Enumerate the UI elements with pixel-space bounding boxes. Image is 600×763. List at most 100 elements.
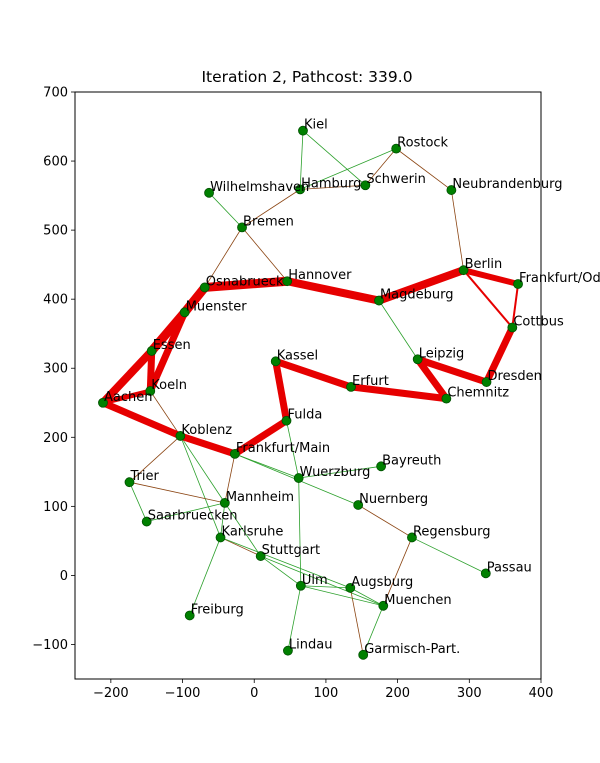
node-label-magdeburg: Magdeburg bbox=[380, 288, 454, 303]
node-chemnitz bbox=[441, 393, 452, 404]
edge-kiel-hamburg bbox=[299, 130, 304, 190]
edge-hamburg-schwerin bbox=[299, 184, 366, 190]
node-label-wuerzburg: Wuerzburg bbox=[300, 465, 371, 480]
y-axis: −100 0 100 200 300 400 500 600 700 bbox=[32, 86, 75, 653]
x-tick-label: 0 bbox=[250, 686, 258, 701]
x-tick-label: 300 bbox=[457, 686, 482, 701]
node-erfurt bbox=[346, 381, 356, 392]
edge-hamburg-bremen bbox=[241, 188, 301, 228]
node-koeln bbox=[145, 386, 156, 396]
edge-magdeburg-leipzig bbox=[378, 300, 419, 360]
node-label-schwerin: Schwerin bbox=[366, 172, 425, 187]
node-label-lindau: Lindau bbox=[289, 638, 333, 653]
node-karlsruhe bbox=[215, 532, 226, 543]
node-label-freiburg: Freiburg bbox=[191, 602, 244, 617]
node-label-muenchen: Muenchen bbox=[384, 593, 451, 608]
node-fulda bbox=[281, 415, 292, 426]
node-labels-layer: Kiel Rostock Hamburg Schwerin Neubrandenburg… bbox=[104, 118, 600, 657]
y-tick-label: 300 bbox=[43, 362, 68, 377]
x-tick-label: −200 bbox=[93, 686, 129, 701]
node-augsburg bbox=[345, 582, 356, 593]
y-tick-label: 700 bbox=[43, 86, 68, 101]
edge-wilhelmshaven-bremen bbox=[208, 192, 243, 228]
edge-stuttgart-ulm bbox=[260, 555, 302, 587]
node-label-augsburg: Augsburg bbox=[351, 575, 413, 590]
edge-karlsruhe-freiburg bbox=[189, 537, 221, 616]
node-label-regensburg: Regensburg bbox=[413, 524, 491, 539]
node-label-neubrandenburg: Neubrandenburg bbox=[452, 177, 562, 192]
node-freiburg bbox=[184, 610, 195, 621]
node-label-leipzig: Leipzig bbox=[419, 346, 465, 361]
y-tick-label: 400 bbox=[43, 293, 68, 308]
node-label-stuttgart: Stuttgart bbox=[262, 543, 320, 558]
node-koblenz bbox=[175, 431, 186, 441]
node-wilhelmshaven bbox=[204, 187, 214, 198]
edge-wuerzburg-ulm bbox=[298, 477, 302, 587]
node-garmisch-part bbox=[358, 649, 369, 660]
node-dresden bbox=[481, 377, 492, 387]
x-tick-label: 100 bbox=[314, 686, 339, 701]
edge-osnabrueck-muenster bbox=[181, 284, 209, 316]
node-frankfurt-main bbox=[229, 448, 240, 459]
node-hamburg bbox=[295, 184, 306, 195]
edge-koeln-koblenz bbox=[149, 390, 181, 437]
edge-karlsruhe-augsburg bbox=[220, 537, 351, 589]
node-label-kiel: Kiel bbox=[304, 118, 328, 133]
edge-regensburg-passau bbox=[411, 537, 487, 574]
edge-hamburg-rostock bbox=[299, 148, 397, 190]
edge-rostock-neubrandenburg bbox=[395, 148, 452, 191]
edge-ulm-lindau bbox=[287, 585, 302, 652]
node-label-mannheim: Mannheim bbox=[226, 490, 294, 505]
chart-title: Iteration 2, Pathcost: 339.0 bbox=[201, 68, 412, 86]
node-berlin bbox=[458, 265, 469, 276]
edge-augsburg-muenchen bbox=[349, 587, 384, 607]
edge-koblenz-frankfurt-main bbox=[179, 432, 236, 458]
node-leipzig bbox=[412, 354, 423, 365]
plot-frame bbox=[74, 91, 542, 680]
node-rostock bbox=[391, 143, 402, 154]
edge-frankfurt-main-mannheim bbox=[224, 453, 236, 504]
node-muenchen bbox=[378, 600, 389, 611]
node-label-osnabrueck: Osnabrueck bbox=[206, 274, 284, 289]
node-hannover bbox=[282, 276, 293, 287]
edge-stuttgart-muenchen bbox=[260, 555, 384, 607]
edge-augsburg-garmisch-part bbox=[349, 587, 364, 656]
edge-wuerzburg-bayreuth bbox=[298, 465, 382, 479]
edge-trier-saarbruecken bbox=[129, 481, 148, 522]
node-label-erfurt: Erfurt bbox=[352, 374, 389, 389]
node-label-wilhelmshaven: Wilhelmshaven bbox=[210, 180, 309, 195]
edge-osnabrueck-hannover bbox=[204, 276, 288, 292]
edge-ulm-muenchen bbox=[300, 585, 384, 607]
node-wuerzburg bbox=[293, 473, 304, 483]
node-label-cottbus: Cottbus bbox=[513, 314, 564, 329]
node-label-frankfurt-main: Frankfurt/Main bbox=[236, 441, 330, 456]
edge-mannheim-karlsruhe bbox=[220, 502, 226, 538]
edge-karlsruhe-stuttgart bbox=[220, 537, 262, 557]
node-label-muenster: Muenster bbox=[186, 299, 248, 314]
node-muenster bbox=[179, 307, 190, 318]
node-bremen bbox=[237, 222, 247, 233]
x-tick-label: −100 bbox=[165, 686, 201, 701]
node-label-hamburg: Hamburg bbox=[301, 176, 361, 191]
node-lindau bbox=[283, 645, 293, 656]
edge-nuernberg-regensburg bbox=[357, 504, 413, 538]
y-tick-label: 600 bbox=[43, 155, 68, 170]
edges-layer bbox=[100, 130, 520, 656]
node-label-passau: Passau bbox=[487, 560, 532, 575]
edge-koblenz-karlsruhe bbox=[179, 435, 221, 538]
node-passau bbox=[480, 568, 491, 579]
edge-hannover-magdeburg bbox=[286, 277, 380, 305]
node-kiel bbox=[298, 125, 308, 136]
y-tick-label: −100 bbox=[32, 638, 68, 653]
edge-bremen-hannover bbox=[241, 226, 288, 282]
node-neubrandenburg bbox=[446, 185, 457, 195]
edge-erfurt-chemnitz bbox=[350, 383, 447, 403]
edge-leipzig-dresden bbox=[416, 355, 488, 386]
edge-koblenz-mannheim bbox=[179, 435, 226, 504]
edge-essen-aachen bbox=[100, 348, 155, 406]
node-label-aachen: Aachen bbox=[104, 390, 152, 405]
edge-berlin-frankfurt-oder bbox=[462, 267, 519, 287]
node-cottbus bbox=[507, 322, 518, 333]
node-label-essen: Essen bbox=[153, 338, 191, 353]
